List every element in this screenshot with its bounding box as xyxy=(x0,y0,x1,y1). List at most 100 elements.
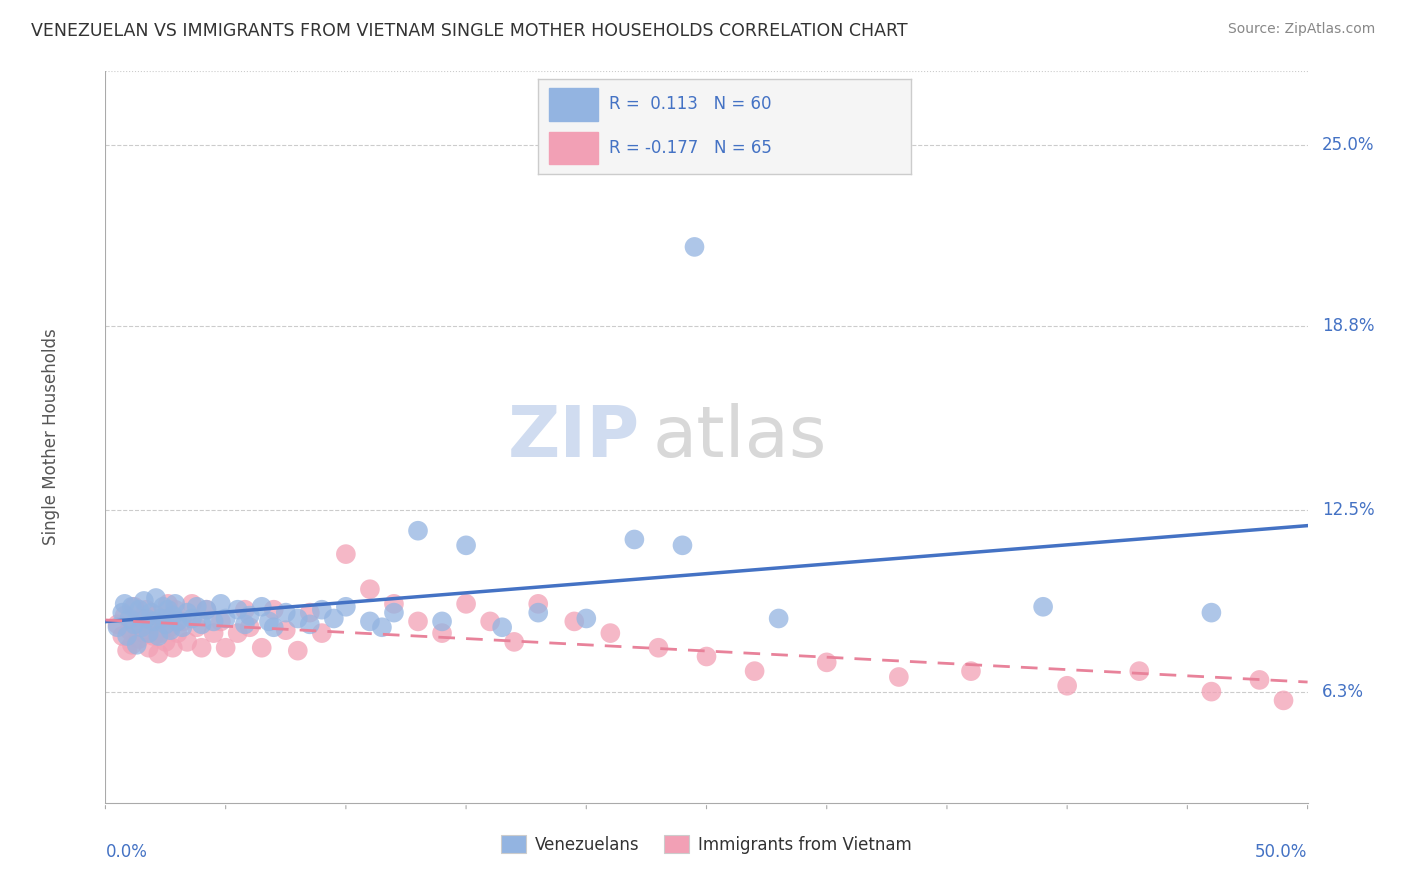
Point xyxy=(107,620,129,634)
Point xyxy=(406,524,429,538)
Point xyxy=(114,608,136,623)
Point xyxy=(118,611,141,625)
Point xyxy=(149,611,172,625)
Point xyxy=(226,626,249,640)
Point xyxy=(382,597,405,611)
Point xyxy=(139,606,162,620)
Point xyxy=(176,635,198,649)
Point xyxy=(1056,679,1078,693)
Point xyxy=(176,606,198,620)
Point xyxy=(233,603,256,617)
Point xyxy=(181,597,204,611)
Point xyxy=(124,617,146,632)
Point xyxy=(257,615,280,629)
Point xyxy=(503,635,526,649)
Text: 0.0%: 0.0% xyxy=(105,843,148,861)
Point xyxy=(599,626,621,640)
Point xyxy=(887,670,910,684)
Point xyxy=(155,617,177,632)
Point xyxy=(114,597,136,611)
Point xyxy=(250,599,273,614)
Text: atlas: atlas xyxy=(652,402,827,472)
Point xyxy=(209,597,232,611)
Point xyxy=(209,615,232,629)
Point xyxy=(139,617,162,632)
Point xyxy=(107,617,129,632)
Point xyxy=(744,664,766,678)
Point xyxy=(479,615,502,629)
Point xyxy=(250,640,273,655)
Point xyxy=(696,649,718,664)
Point xyxy=(135,603,157,617)
Point xyxy=(1201,606,1223,620)
Point xyxy=(623,533,645,547)
Point xyxy=(454,538,477,552)
Point xyxy=(1272,693,1295,707)
Point xyxy=(1128,664,1150,678)
Point xyxy=(1249,673,1271,687)
Text: 50.0%: 50.0% xyxy=(1256,843,1308,861)
Point xyxy=(322,611,344,625)
Point xyxy=(202,615,225,629)
Point xyxy=(115,643,138,657)
Point xyxy=(156,597,179,611)
Point xyxy=(190,640,212,655)
Point xyxy=(239,608,262,623)
Point xyxy=(135,611,157,625)
Point xyxy=(1032,599,1054,614)
Point xyxy=(1201,684,1223,698)
Point xyxy=(371,620,394,634)
Point xyxy=(527,597,550,611)
Text: ZIP: ZIP xyxy=(508,402,640,472)
Text: 18.8%: 18.8% xyxy=(1322,317,1375,334)
Point xyxy=(647,640,669,655)
Point xyxy=(138,640,160,655)
Point xyxy=(148,647,170,661)
Point xyxy=(186,599,208,614)
Point xyxy=(181,611,204,625)
Legend: Venezuelans, Immigrants from Vietnam: Venezuelans, Immigrants from Vietnam xyxy=(495,829,918,860)
Point xyxy=(162,640,184,655)
Point xyxy=(152,599,174,614)
Point xyxy=(195,603,218,617)
Point xyxy=(406,615,429,629)
Point xyxy=(298,617,321,632)
Point xyxy=(263,603,285,617)
Point xyxy=(214,611,236,625)
Point xyxy=(335,599,357,614)
Point xyxy=(142,615,165,629)
Point xyxy=(162,608,184,623)
Point xyxy=(311,603,333,617)
Point xyxy=(359,582,381,597)
Point xyxy=(195,603,218,617)
Point xyxy=(202,626,225,640)
Point xyxy=(125,638,148,652)
Point xyxy=(166,615,188,629)
Point xyxy=(159,620,181,634)
Point xyxy=(274,623,297,637)
Point xyxy=(145,591,167,605)
Point xyxy=(287,611,309,625)
Point xyxy=(166,626,188,640)
Point xyxy=(359,615,381,629)
Point xyxy=(768,611,790,625)
Point xyxy=(960,664,983,678)
Text: 12.5%: 12.5% xyxy=(1322,501,1375,519)
Point xyxy=(124,599,146,614)
Point xyxy=(491,620,513,634)
Point xyxy=(575,611,598,625)
Point xyxy=(121,638,143,652)
Point xyxy=(121,599,143,614)
Point xyxy=(527,606,550,620)
Point xyxy=(239,620,262,634)
Point xyxy=(132,594,155,608)
Point xyxy=(145,608,167,623)
Point xyxy=(118,623,141,637)
Point xyxy=(172,615,194,629)
Point xyxy=(172,620,194,634)
Point xyxy=(454,597,477,611)
Point xyxy=(155,635,177,649)
Point xyxy=(132,626,155,640)
Text: 6.3%: 6.3% xyxy=(1322,682,1364,700)
Point xyxy=(142,629,165,643)
